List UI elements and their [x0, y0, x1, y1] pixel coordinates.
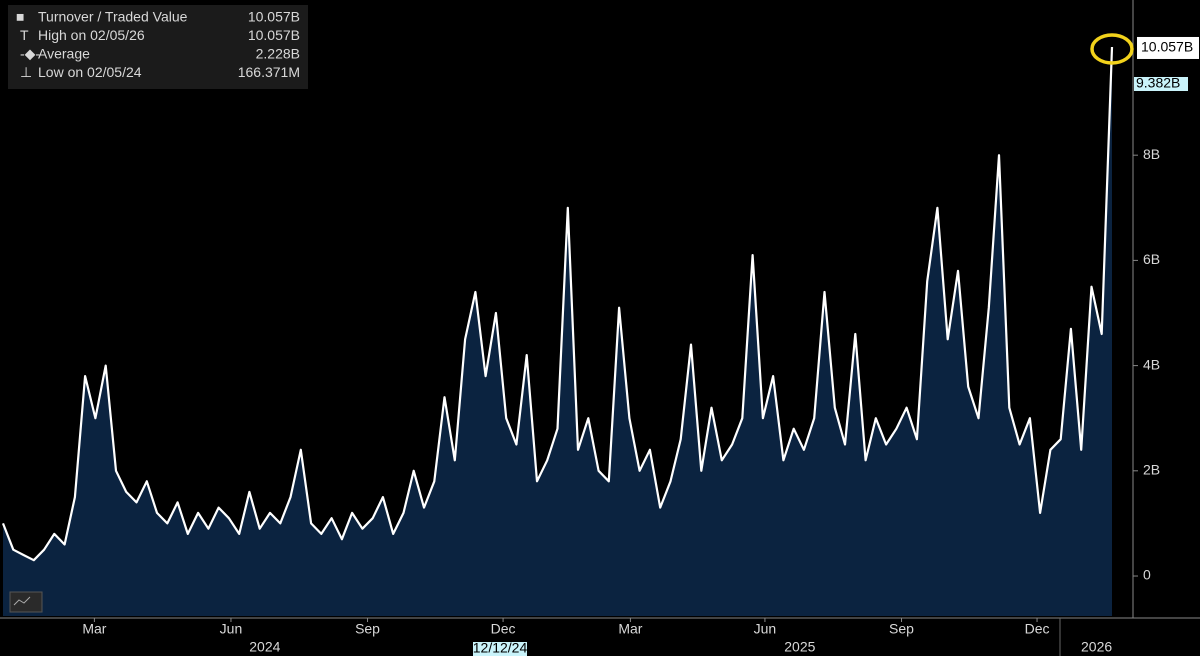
marker-box — [1134, 77, 1188, 91]
legend-glyph: -◆- — [20, 46, 40, 62]
y-tick-label: 0 — [1143, 567, 1151, 583]
legend-value: 10.057B — [248, 9, 300, 25]
legend-glyph: ■ — [16, 9, 24, 25]
x-tick-label: Mar — [618, 621, 642, 637]
legend-label: Low on 02/05/24 — [38, 64, 142, 80]
y-tick-label: 2B — [1143, 462, 1160, 478]
chart-type-button[interactable] — [9, 591, 43, 613]
x-tick-label: Dec — [491, 621, 516, 637]
last-value-label: 10.057B — [1141, 39, 1193, 55]
line — [1, 46, 1114, 562]
legend-glyph: T — [20, 27, 29, 43]
crosshair-box — [473, 642, 527, 656]
x-tick-label: Sep — [355, 621, 380, 637]
area — [3, 47, 1112, 616]
legend: ■ Turnover / Traded Value 10.057B T High on … — [16, 9, 300, 81]
y-tick-label: 4B — [1143, 356, 1160, 372]
highlight-circle — [1090, 33, 1134, 65]
crosshair-label: 12/12/24 — [473, 640, 528, 656]
plot — [1, 46, 1114, 616]
x-tick-label: Sep — [889, 621, 914, 637]
legend-label: High on 02/05/26 — [38, 27, 145, 43]
legend-glyph: ⊥ — [20, 64, 32, 80]
x-tick-label: Dec — [1025, 621, 1050, 637]
chart-type-icon — [13, 596, 31, 606]
legend-box — [8, 5, 308, 89]
legend-value: 2.228B — [256, 46, 300, 62]
x-tick-label: Mar — [82, 621, 106, 637]
year-label: 2025 — [784, 639, 815, 655]
year-label: 2026 — [1081, 639, 1112, 655]
legend-value: 166.371M — [238, 64, 300, 80]
legend-label: Turnover / Traded Value — [38, 9, 188, 25]
y-tick-label: 8B — [1143, 146, 1160, 162]
y-tick-label: 6B — [1143, 251, 1160, 267]
legend-label: Average — [38, 46, 90, 62]
last-value-box — [1137, 36, 1199, 59]
x-tick-label: Jun — [220, 621, 243, 637]
x-tick-label: Jun — [754, 621, 777, 637]
marker-label: 9.382B — [1136, 75, 1180, 91]
legend-value: 10.057B — [248, 27, 300, 43]
year-label: 2024 — [249, 639, 280, 655]
